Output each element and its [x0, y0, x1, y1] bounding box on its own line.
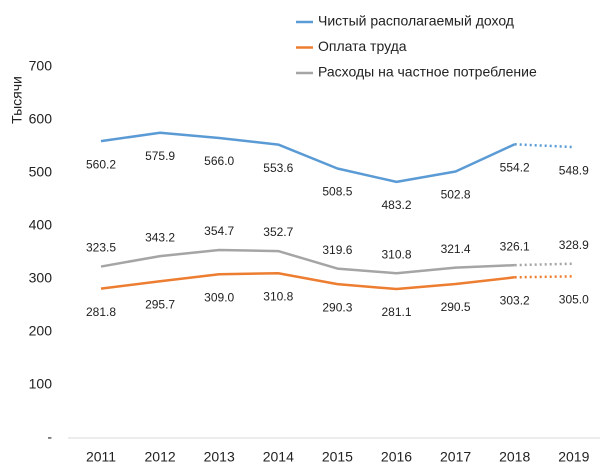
- y-tick-label: 200: [29, 323, 53, 339]
- legend-label: Расходы на частное потребление: [318, 64, 537, 80]
- data-label: 354.7: [204, 224, 234, 238]
- data-label: 483.2: [381, 198, 411, 212]
- data-label: 323.5: [86, 241, 116, 255]
- data-label: 281.8: [86, 305, 116, 319]
- x-tick-label: 2014: [263, 449, 294, 465]
- x-tick-label: 2012: [145, 449, 176, 465]
- data-label: 554.2: [500, 160, 530, 174]
- data-label: 309.0: [204, 290, 234, 304]
- data-label: 560.2: [86, 157, 116, 171]
- data-label: 281.1: [381, 305, 411, 319]
- data-label: 352.7: [263, 225, 293, 239]
- data-label: 290.3: [322, 300, 352, 314]
- y-tick-label: 600: [29, 111, 53, 127]
- data-label: 303.2: [500, 293, 530, 307]
- y-tick-label: 700: [29, 58, 53, 74]
- data-label: 319.6: [322, 243, 352, 257]
- x-tick-label: 2017: [440, 449, 471, 465]
- legend-label: Чистый располагаемый доход: [318, 13, 514, 29]
- series-line: [100, 272, 515, 291]
- y-tick-label: -: [47, 429, 52, 445]
- series-line: [100, 131, 516, 184]
- y-tick-label: 400: [29, 217, 53, 233]
- series-line-dotted: [514, 143, 574, 149]
- data-label: 575.9: [145, 149, 175, 163]
- series-line: [100, 248, 515, 275]
- data-label: 310.8: [381, 247, 411, 261]
- data-label: 328.9: [559, 238, 589, 252]
- legend-label: Оплата труда: [318, 38, 407, 54]
- data-label: 553.6: [263, 161, 293, 175]
- data-label: 290.5: [441, 300, 471, 314]
- data-label: 502.8: [441, 188, 471, 202]
- x-tick-label: 2016: [381, 449, 412, 465]
- data-label: 321.4: [441, 242, 471, 256]
- data-label: 326.1: [500, 239, 530, 253]
- x-tick-label: 2011: [86, 449, 116, 465]
- data-label: 508.5: [322, 185, 352, 199]
- x-tick-label: 2015: [322, 449, 353, 465]
- data-label: 566.0: [204, 154, 234, 168]
- x-tick-label: 2018: [499, 449, 530, 465]
- y-tick-label: 500: [29, 164, 53, 180]
- data-label: 343.2: [145, 230, 175, 244]
- data-label: 295.7: [145, 297, 175, 311]
- x-tick-label: 2013: [204, 449, 235, 465]
- data-label: 305.0: [559, 293, 589, 307]
- y-axis-label: Тысячи: [9, 76, 25, 124]
- x-tick-label: 2019: [558, 449, 589, 465]
- series-line-dotted: [514, 275, 574, 279]
- data-label: 548.9: [559, 163, 589, 177]
- y-tick-label: 300: [29, 270, 53, 286]
- data-label: 310.8: [263, 289, 293, 303]
- y-tick-label: 100: [29, 376, 53, 392]
- series-line-dotted: [514, 262, 574, 267]
